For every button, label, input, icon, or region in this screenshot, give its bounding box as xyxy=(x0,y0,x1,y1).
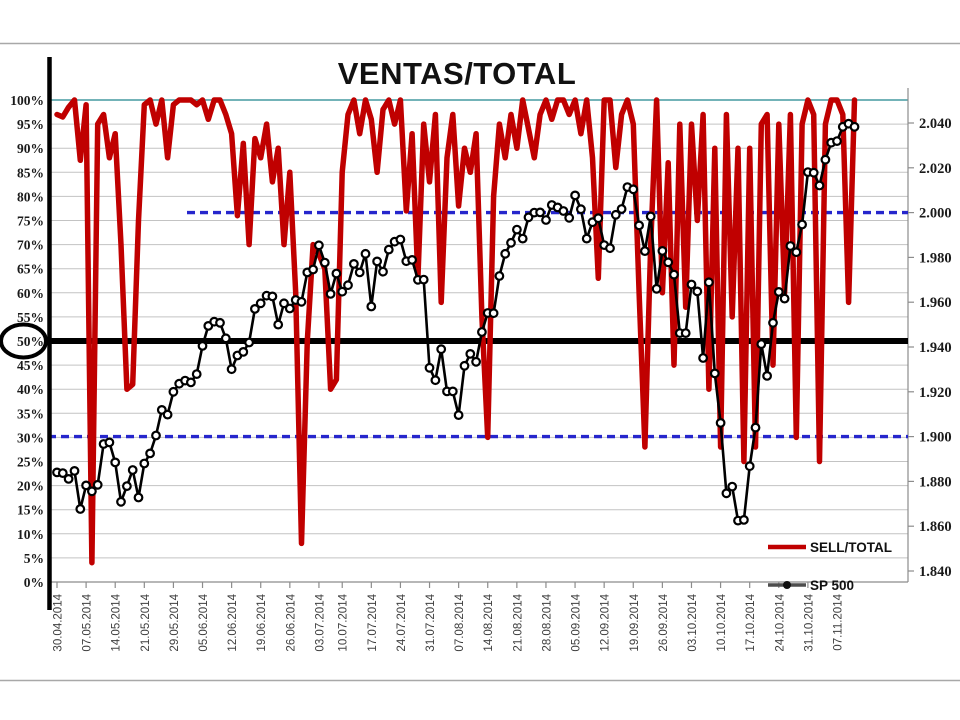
svg-text:12.09.2014: 12.09.2014 xyxy=(600,593,612,651)
sp500-legend-marker xyxy=(783,581,791,589)
svg-text:21.08.2014: 21.08.2014 xyxy=(512,593,524,651)
svg-text:75%: 75% xyxy=(17,214,44,229)
svg-text:1.900: 1.900 xyxy=(919,430,952,446)
svg-text:40%: 40% xyxy=(17,382,44,397)
svg-text:07.08.2014: 07.08.2014 xyxy=(454,593,466,651)
circle-annotation-50pct xyxy=(0,322,48,360)
svg-text:24.10.2014: 24.10.2014 xyxy=(774,593,786,651)
right-axis-labels: 2.040 2.020 2.000 1.980 1.960 1.940 1.920 1.900… xyxy=(908,116,952,580)
sell-total-series xyxy=(54,97,858,566)
svg-text:29.05.2014: 29.05.2014 xyxy=(169,593,181,651)
svg-text:14.08.2014: 14.08.2014 xyxy=(483,593,495,651)
svg-text:1.840: 1.840 xyxy=(919,564,952,580)
svg-text:0%: 0% xyxy=(24,575,44,590)
svg-text:1.980: 1.980 xyxy=(919,250,952,266)
sp500-markers xyxy=(52,118,860,526)
sp500-legend-label: SP 500 xyxy=(810,578,854,593)
svg-text:17.07.2014: 17.07.2014 xyxy=(367,593,379,651)
svg-text:20%: 20% xyxy=(17,479,44,494)
svg-text:30.04.2014: 30.04.2014 xyxy=(53,593,65,651)
chart-title: VENTAS/TOTAL xyxy=(338,56,577,91)
svg-text:2.020: 2.020 xyxy=(919,161,952,177)
svg-text:1.960: 1.960 xyxy=(919,295,952,311)
x-axis-labels: 30.04.2014 07.05.2014 14.05.2014 21.05.2014… xyxy=(53,582,845,652)
svg-text:55%: 55% xyxy=(17,310,44,325)
svg-text:03.07.2014: 03.07.2014 xyxy=(314,593,326,651)
svg-text:45%: 45% xyxy=(17,358,44,373)
svg-text:2.040: 2.040 xyxy=(919,116,952,132)
svg-text:1.940: 1.940 xyxy=(919,340,952,356)
svg-text:15%: 15% xyxy=(17,503,44,518)
svg-text:95%: 95% xyxy=(17,117,44,132)
svg-text:10%: 10% xyxy=(17,527,44,542)
svg-text:14.05.2014: 14.05.2014 xyxy=(111,593,123,651)
svg-text:17.10.2014: 17.10.2014 xyxy=(745,593,757,651)
svg-text:60%: 60% xyxy=(17,286,44,301)
left-axis-labels: 100% 95% 90% 85% 80% 75% 70% 65% 60% 55% 50% 45% 40%… xyxy=(10,93,44,590)
svg-text:19.09.2014: 19.09.2014 xyxy=(629,593,641,651)
svg-text:28.08.2014: 28.08.2014 xyxy=(541,593,553,651)
svg-text:90%: 90% xyxy=(17,141,44,156)
svg-text:05.06.2014: 05.06.2014 xyxy=(198,593,210,651)
svg-text:5%: 5% xyxy=(24,551,44,566)
svg-text:10.10.2014: 10.10.2014 xyxy=(716,593,728,651)
svg-text:31.10.2014: 31.10.2014 xyxy=(803,593,815,651)
svg-text:07.11.2014: 07.11.2014 xyxy=(833,593,845,650)
plot-border xyxy=(48,88,909,583)
svg-text:30%: 30% xyxy=(17,430,44,445)
svg-text:1.880: 1.880 xyxy=(919,474,952,490)
svg-text:24.07.2014: 24.07.2014 xyxy=(396,593,408,651)
svg-text:100%: 100% xyxy=(10,93,44,108)
svg-text:1.860: 1.860 xyxy=(919,519,952,535)
svg-text:12.06.2014: 12.06.2014 xyxy=(227,593,239,651)
svg-text:2.000: 2.000 xyxy=(919,206,952,222)
plot-area: 100% 95% 90% 85% 80% 75% 70% 65% 60% 55% 50% 45% 40%… xyxy=(10,88,952,652)
svg-text:35%: 35% xyxy=(17,406,44,421)
legend: SELL/TOTAL SP 500 xyxy=(768,540,892,593)
svg-text:07.05.2014: 07.05.2014 xyxy=(82,593,94,651)
svg-text:10.07.2014: 10.07.2014 xyxy=(338,593,350,651)
svg-text:05.09.2014: 05.09.2014 xyxy=(571,593,583,651)
svg-text:19.06.2014: 19.06.2014 xyxy=(256,593,268,651)
svg-text:50%: 50% xyxy=(17,334,44,349)
svg-text:65%: 65% xyxy=(17,262,44,277)
svg-text:21.05.2014: 21.05.2014 xyxy=(140,593,152,651)
svg-text:70%: 70% xyxy=(17,238,44,253)
svg-text:85%: 85% xyxy=(17,165,44,180)
svg-text:1.920: 1.920 xyxy=(919,385,952,401)
svg-text:03.10.2014: 03.10.2014 xyxy=(687,593,699,651)
svg-text:25%: 25% xyxy=(17,455,44,470)
svg-text:31.07.2014: 31.07.2014 xyxy=(425,593,437,651)
svg-text:26.06.2014: 26.06.2014 xyxy=(285,593,297,651)
sell-total-legend-label: SELL/TOTAL xyxy=(810,540,892,555)
svg-text:26.09.2014: 26.09.2014 xyxy=(658,593,670,651)
svg-text:80%: 80% xyxy=(17,189,44,204)
